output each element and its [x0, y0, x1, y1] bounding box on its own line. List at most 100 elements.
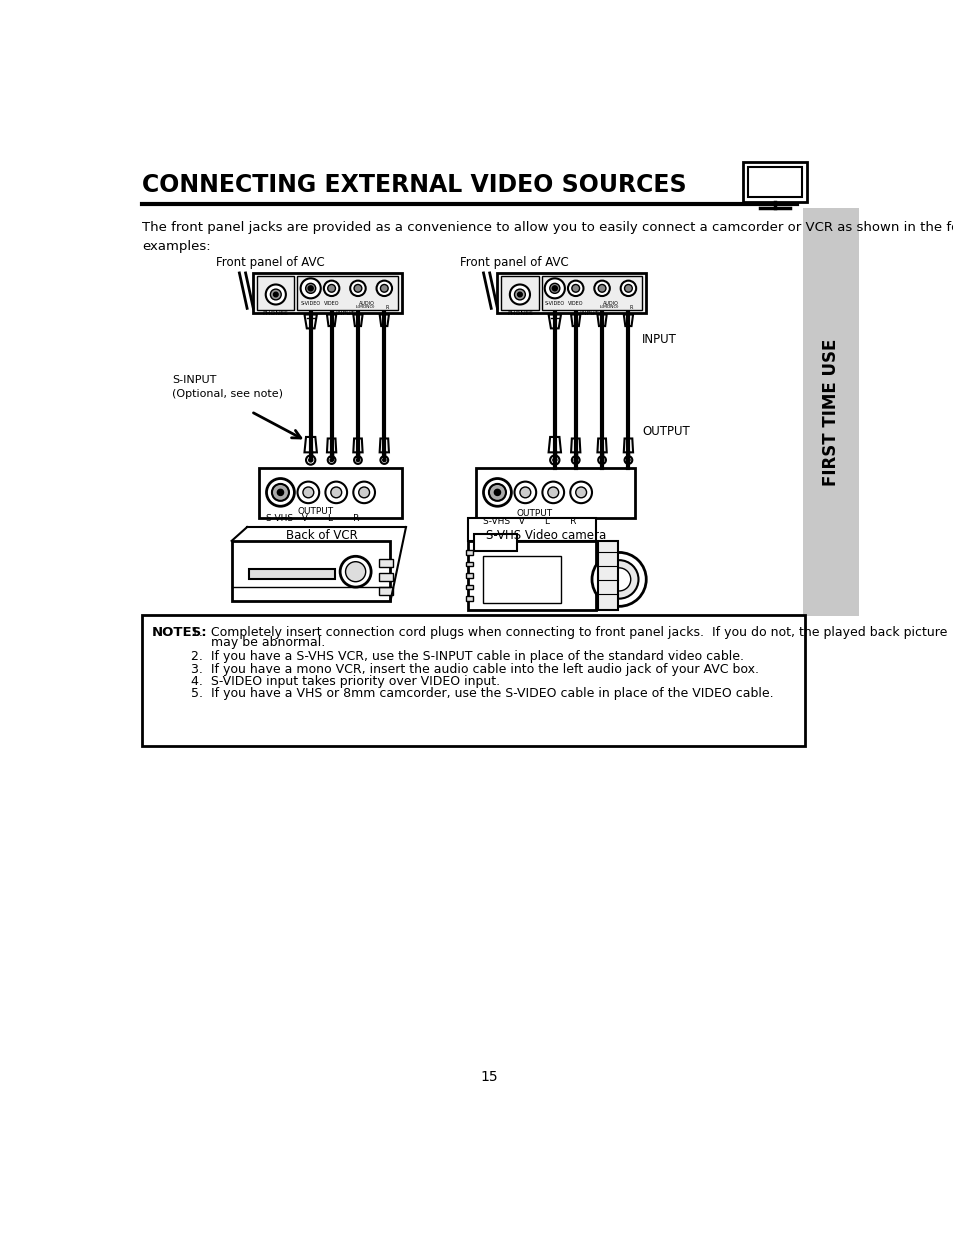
Circle shape: [323, 280, 339, 296]
Bar: [483, 556, 560, 603]
Circle shape: [328, 456, 335, 464]
Circle shape: [552, 285, 557, 291]
Bar: [747, 167, 801, 198]
Bar: [468, 517, 596, 541]
Bar: [466, 597, 472, 601]
Text: S-VIDEO: S-VIDEO: [544, 301, 564, 306]
Circle shape: [345, 562, 365, 582]
Polygon shape: [304, 437, 316, 452]
Circle shape: [308, 285, 313, 291]
Circle shape: [331, 487, 341, 498]
Text: may be abnormal.: may be abnormal.: [191, 636, 324, 648]
Text: The front panel jacks are provided as a convenience to allow you to easily conne: The front panel jacks are provided as a …: [142, 221, 953, 253]
Bar: [500, 275, 537, 310]
Bar: [541, 275, 641, 310]
Text: Front panel of AVC: Front panel of AVC: [459, 256, 568, 269]
Text: 3.  If you have a mono VCR, insert the audio cable into the left audio jack of y: 3. If you have a mono VCR, insert the au…: [191, 662, 758, 676]
Circle shape: [599, 561, 638, 599]
Circle shape: [380, 284, 388, 293]
Text: OUTPUT: OUTPUT: [641, 425, 689, 438]
Bar: [378, 559, 393, 567]
Circle shape: [598, 456, 605, 464]
Circle shape: [626, 458, 629, 462]
Bar: [232, 541, 390, 601]
Circle shape: [266, 284, 286, 305]
Bar: [378, 587, 393, 595]
Text: OUTPUT: OUTPUT: [297, 508, 334, 516]
Text: L(MONO): L(MONO): [599, 305, 618, 309]
Circle shape: [571, 284, 579, 293]
Bar: [466, 573, 472, 578]
Circle shape: [599, 458, 603, 462]
Bar: [802, 209, 858, 616]
Text: 2.  If you have a S-VHS VCR, use the S-INPUT cable in place of the standard vide: 2. If you have a S-VHS VCR, use the S-IN…: [191, 651, 742, 663]
Text: S-INPUT
(Optional, see note): S-INPUT (Optional, see note): [172, 375, 283, 399]
Text: NOTES:: NOTES:: [152, 626, 207, 638]
Text: 1.  Completely insert connection cord plugs when connecting to front panel jacks: 1. Completely insert connection cord plu…: [191, 626, 946, 638]
Polygon shape: [597, 438, 606, 452]
Text: INPUT 5: INPUT 5: [579, 311, 603, 316]
Circle shape: [277, 489, 283, 495]
Bar: [466, 550, 472, 555]
Circle shape: [514, 289, 525, 300]
Circle shape: [553, 458, 557, 462]
Circle shape: [598, 284, 605, 293]
Text: PHONES: PHONES: [506, 311, 533, 316]
Text: AUDIO: AUDIO: [359, 301, 375, 306]
Bar: [258, 468, 402, 517]
Bar: [142, 615, 804, 746]
Circle shape: [350, 280, 365, 296]
Text: Back of VCR: Back of VCR: [286, 530, 357, 542]
Circle shape: [624, 456, 632, 464]
Circle shape: [574, 458, 577, 462]
Polygon shape: [327, 438, 335, 452]
Polygon shape: [571, 438, 579, 452]
Bar: [497, 273, 645, 312]
Circle shape: [330, 458, 333, 462]
Circle shape: [300, 278, 320, 299]
Text: FIRST TIME USE: FIRST TIME USE: [821, 338, 839, 487]
Bar: [468, 541, 596, 610]
Polygon shape: [571, 315, 579, 326]
Circle shape: [306, 456, 315, 464]
Circle shape: [519, 487, 530, 498]
Polygon shape: [379, 438, 389, 452]
Circle shape: [356, 458, 359, 462]
Circle shape: [494, 489, 500, 495]
Circle shape: [305, 283, 315, 294]
Polygon shape: [597, 315, 606, 326]
Text: 4.  S-VIDEO input takes priority over VIDEO input.: 4. S-VIDEO input takes priority over VID…: [191, 674, 499, 688]
Text: Front panel of AVC: Front panel of AVC: [215, 256, 324, 269]
Circle shape: [354, 456, 361, 464]
Text: R: R: [629, 305, 632, 310]
Circle shape: [547, 487, 558, 498]
Bar: [249, 568, 335, 579]
Polygon shape: [353, 438, 362, 452]
Polygon shape: [623, 438, 633, 452]
Circle shape: [594, 280, 609, 296]
Text: OUTPUT: OUTPUT: [516, 509, 552, 519]
Bar: [253, 273, 402, 312]
Polygon shape: [379, 315, 389, 326]
Polygon shape: [548, 315, 560, 329]
Circle shape: [274, 293, 278, 296]
Bar: [297, 275, 397, 310]
Text: R: R: [385, 305, 388, 310]
Circle shape: [517, 293, 521, 296]
Circle shape: [270, 289, 281, 300]
Polygon shape: [327, 315, 335, 326]
Circle shape: [483, 478, 511, 506]
Circle shape: [570, 482, 592, 503]
Text: S-VIDEO: S-VIDEO: [300, 301, 320, 306]
Bar: [257, 275, 294, 310]
Polygon shape: [304, 315, 316, 329]
Circle shape: [340, 556, 371, 587]
Text: VIDEO: VIDEO: [323, 301, 339, 306]
Polygon shape: [548, 437, 560, 452]
Text: PHONES: PHONES: [263, 311, 289, 316]
Circle shape: [297, 482, 319, 503]
Bar: [466, 585, 472, 589]
Bar: [476, 468, 634, 517]
Text: 5.  If you have a VHS or 8mm camcorder, use the S-VIDEO cable in place of the VI: 5. If you have a VHS or 8mm camcorder, u…: [191, 687, 772, 700]
Circle shape: [358, 487, 369, 498]
